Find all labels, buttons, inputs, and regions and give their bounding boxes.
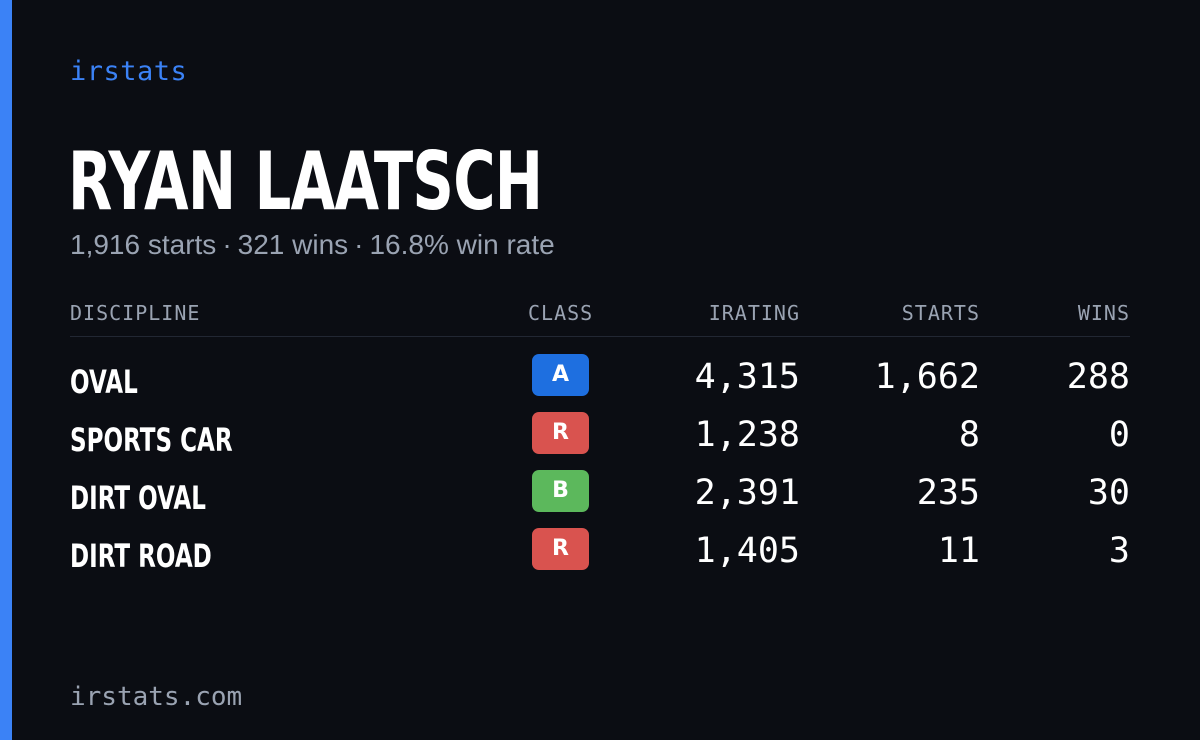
wins-value: 3 [1108,531,1130,571]
summary-starts: 1,916 starts [70,229,217,260]
brand-logo[interactable]: irstats [70,56,188,87]
table-row: OVAL A 4,315 1,662 288 [70,354,1130,404]
class-badge: R [532,412,589,454]
wins-value: 288 [1066,357,1130,397]
irating-value: 1,405 [694,531,800,571]
header-irating: IRATING [708,301,800,325]
table-row: DIRT OVAL B 2,391 235 30 [70,470,1130,520]
wins-value: 0 [1108,415,1130,455]
header-discipline: DISCIPLINE [70,301,201,325]
discipline-name: SPORTS CAR [70,421,233,459]
irating-value: 4,315 [694,357,800,397]
discipline-name: DIRT ROAD [70,537,212,575]
discipline-name: OVAL [70,363,138,401]
discipline-name: DIRT OVAL [70,479,206,517]
starts-value: 1,662 [874,357,980,397]
irating-value: 1,238 [694,415,800,455]
summary-separator: · [222,229,232,260]
class-badge: B [532,470,589,512]
summary-win-rate: 16.8% win rate [369,229,555,260]
summary-wins: 321 wins [237,229,349,260]
player-summary: 1,916 starts · 321 wins · 16.8% win rate [70,228,555,262]
stats-table-header: DISCIPLINE CLASS IRATING STARTS WINS [70,300,1130,337]
header-wins: WINS [1077,301,1130,325]
starts-value: 235 [916,473,980,513]
header-starts: STARTS [901,301,980,325]
wins-value: 30 [1087,473,1130,513]
irating-value: 2,391 [694,473,800,513]
class-badge: A [532,354,589,396]
table-row: SPORTS CAR R 1,238 8 0 [70,412,1130,462]
accent-bar [0,0,12,740]
starts-value: 11 [937,531,980,571]
footer-site-link[interactable]: irstats.com [70,682,243,712]
class-badge: R [532,528,589,570]
header-class: CLASS [528,301,594,325]
table-row: DIRT ROAD R 1,405 11 3 [70,528,1130,578]
starts-value: 8 [958,415,980,455]
summary-separator: · [354,229,364,260]
player-name: RYAN LAATSCH [68,135,543,228]
